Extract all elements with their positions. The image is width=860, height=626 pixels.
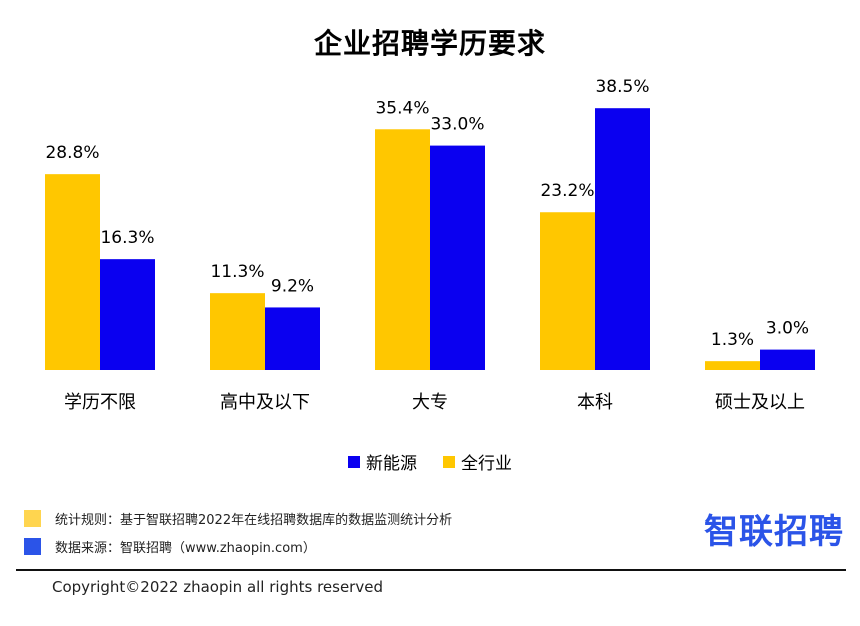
data-label-xinnengyuan-1: 9.2% xyxy=(271,276,314,296)
data-label-xinnengyuan-3: 38.5% xyxy=(595,77,649,97)
bar-quanhangye-2 xyxy=(375,129,430,370)
bar-quanhangye-1 xyxy=(210,293,265,370)
data-label-quanhangye-0: 28.8% xyxy=(45,143,99,163)
data-label-quanhangye-1: 11.3% xyxy=(210,262,264,282)
rule-square-icon xyxy=(24,510,41,527)
bar-quanhangye-4 xyxy=(705,361,760,370)
data-label-quanhangye-4: 1.3% xyxy=(711,330,754,350)
legend-label-xinnengyuan: 新能源 xyxy=(366,454,417,474)
legend-item-xinnengyuan: 新能源 xyxy=(348,449,417,474)
legend-label-quanhangye: 全行业 xyxy=(461,454,512,474)
footer-rule-row: 统计规则：基于智联招聘2022年在线招聘数据库的数据监测统计分析 xyxy=(24,509,452,528)
bar-quanhangye-0 xyxy=(45,174,100,370)
footer-rule-text: 统计规则：基于智联招聘2022年在线招聘数据库的数据监测统计分析 xyxy=(55,513,453,528)
legend-swatch-quanhangye xyxy=(443,455,455,468)
legend-item-quanhangye: 全行业 xyxy=(443,449,512,474)
bar-xinnengyuan-0 xyxy=(100,259,155,370)
copyright-text: Copyright©2022 zhaopin all rights reserv… xyxy=(52,578,383,596)
category-label-3: 本科 xyxy=(577,392,613,413)
bar-xinnengyuan-4 xyxy=(760,349,815,370)
category-label-4: 硕士及以上 xyxy=(715,392,805,413)
data-label-xinnengyuan-2: 33.0% xyxy=(430,115,484,135)
footer-divider xyxy=(16,569,846,571)
bar-quanhangye-3 xyxy=(540,212,595,370)
legend: 新能源 全行业 xyxy=(0,449,860,474)
data-label-quanhangye-3: 23.2% xyxy=(540,181,594,201)
category-label-0: 学历不限 xyxy=(64,392,136,413)
bar-xinnengyuan-1 xyxy=(265,307,320,370)
data-label-xinnengyuan-4: 3.0% xyxy=(766,319,809,339)
bar-xinnengyuan-3 xyxy=(595,108,650,370)
data-label-xinnengyuan-0: 16.3% xyxy=(100,228,154,248)
footer-source-text: 数据来源：智联招聘（www.zhaopin.com） xyxy=(55,541,316,556)
legend-swatch-xinnengyuan xyxy=(348,455,360,468)
zhaopin-logo: 智联招聘 xyxy=(704,512,844,552)
category-label-2: 大专 xyxy=(412,392,448,413)
source-square-icon xyxy=(24,538,41,555)
category-label-1: 高中及以下 xyxy=(220,392,310,413)
data-label-quanhangye-2: 35.4% xyxy=(375,98,429,118)
footer-source-row: 数据来源：智联招聘（www.zhaopin.com） xyxy=(24,537,316,556)
bar-xinnengyuan-2 xyxy=(430,145,485,370)
chart-title: 企业招聘学历要求 xyxy=(313,27,546,60)
bar-chart: 28.8% 16.3% 学历不限 11.3% 9.2% 高中及以下 35.4%33.0% 大专… xyxy=(45,77,815,413)
